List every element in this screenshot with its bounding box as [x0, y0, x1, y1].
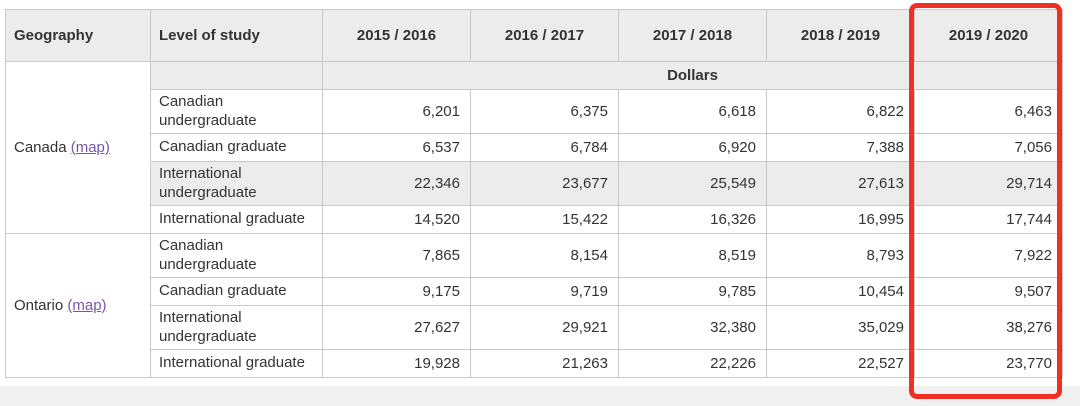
unit-row-empty-cell	[150, 61, 323, 90]
row-label: Canadian graduate	[150, 277, 323, 306]
geography-label: Ontario	[14, 297, 64, 314]
table-row: International graduate 14,520 15,422 16,…	[6, 205, 1063, 234]
value-cell: 22,527	[766, 349, 915, 378]
column-header-2016-2017: 2016 / 2017	[470, 9, 619, 62]
table-row: International undergraduate 27,627 29,92…	[6, 305, 1063, 350]
value-cell: 27,627	[322, 305, 471, 350]
value-cell: 23,677	[470, 161, 619, 206]
value-cell: 14,520	[322, 205, 471, 234]
value-cell: 7,388	[766, 133, 915, 162]
value-cell: 6,784	[470, 133, 619, 162]
value-cell: 29,714	[914, 161, 1063, 206]
value-cell: 15,422	[470, 205, 619, 234]
table-row-highlighted: International undergraduate 22,346 23,67…	[6, 161, 1063, 206]
ontario-map-link[interactable]: (map)	[67, 297, 107, 314]
row-label: International graduate	[150, 349, 323, 378]
value-cell: 10,454	[766, 277, 915, 306]
value-cell: 21,263	[470, 349, 619, 378]
value-cell: 38,276	[914, 305, 1063, 350]
row-label: Canadian undergraduate	[150, 89, 323, 134]
value-cell: 16,995	[766, 205, 915, 234]
value-cell: 6,537	[322, 133, 471, 162]
geography-label: Canada	[14, 139, 67, 156]
column-header-2017-2018: 2017 / 2018	[618, 9, 767, 62]
value-cell: 6,201	[322, 89, 471, 134]
value-cell: 7,056	[914, 133, 1063, 162]
value-cell: 7,865	[322, 233, 471, 278]
table-row: Canadian graduate 6,537 6,784 6,920 7,38…	[6, 133, 1063, 162]
value-cell: 8,793	[766, 233, 915, 278]
value-cell: 22,226	[618, 349, 767, 378]
table-row: International graduate 19,928 21,263 22,…	[6, 349, 1063, 378]
value-cell: 25,549	[618, 161, 767, 206]
value-cell: 9,175	[322, 277, 471, 306]
canada-map-link[interactable]: (map)	[70, 139, 110, 156]
value-cell: 19,928	[322, 349, 471, 378]
value-cell: 6,375	[470, 89, 619, 134]
value-cell: 6,618	[618, 89, 767, 134]
footer-background	[0, 386, 1080, 406]
value-cell: 8,519	[618, 233, 767, 278]
table-row: Ontario (map) Canadian undergraduate 7,8…	[5, 233, 1063, 378]
geography-cell-ontario: Ontario (map)	[5, 233, 151, 378]
column-header-2019-2020: 2019 / 2020	[914, 9, 1063, 62]
value-cell: 29,921	[470, 305, 619, 350]
column-header-2015-2016: 2015 / 2016	[322, 9, 471, 62]
geography-cell-canada: Canada (map)	[5, 61, 151, 234]
value-cell: 9,719	[470, 277, 619, 306]
value-cell: 9,507	[914, 277, 1063, 306]
header-row: Geography Level of study 2015 / 2016 201…	[5, 9, 1063, 62]
row-label: Canadian undergraduate	[150, 233, 323, 278]
row-label: International undergraduate	[150, 305, 323, 350]
row-label: International graduate	[150, 205, 323, 234]
row-label: International undergraduate	[150, 161, 323, 206]
column-header-2018-2019: 2018 / 2019	[766, 9, 915, 62]
table-row: Canadian undergraduate 6,201 6,375 6,618…	[6, 89, 1063, 134]
value-cell: 6,920	[618, 133, 767, 162]
column-header-geography: Geography	[5, 9, 151, 62]
value-cell: 22,346	[322, 161, 471, 206]
value-cell: 35,029	[766, 305, 915, 350]
value-cell: 6,822	[766, 89, 915, 134]
value-cell: 9,785	[618, 277, 767, 306]
value-cell: 27,613	[766, 161, 915, 206]
value-cell: 6,463	[914, 89, 1063, 134]
value-cell: 8,154	[470, 233, 619, 278]
value-cell: 17,744	[914, 205, 1063, 234]
value-cell: 23,770	[914, 349, 1063, 378]
value-cell: 16,326	[618, 205, 767, 234]
column-header-level-of-study: Level of study	[150, 9, 323, 62]
value-cell: 7,922	[914, 233, 1063, 278]
unit-row: Canada (map) Dollars	[5, 61, 1063, 234]
tuition-fees-table: Geography Level of study 2015 / 2016 201…	[5, 9, 1063, 378]
unit-label: Dollars	[322, 61, 1063, 90]
value-cell: 32,380	[618, 305, 767, 350]
table-row: Canadian graduate 9,175 9,719 9,785 10,4…	[6, 277, 1063, 306]
row-label: Canadian graduate	[150, 133, 323, 162]
